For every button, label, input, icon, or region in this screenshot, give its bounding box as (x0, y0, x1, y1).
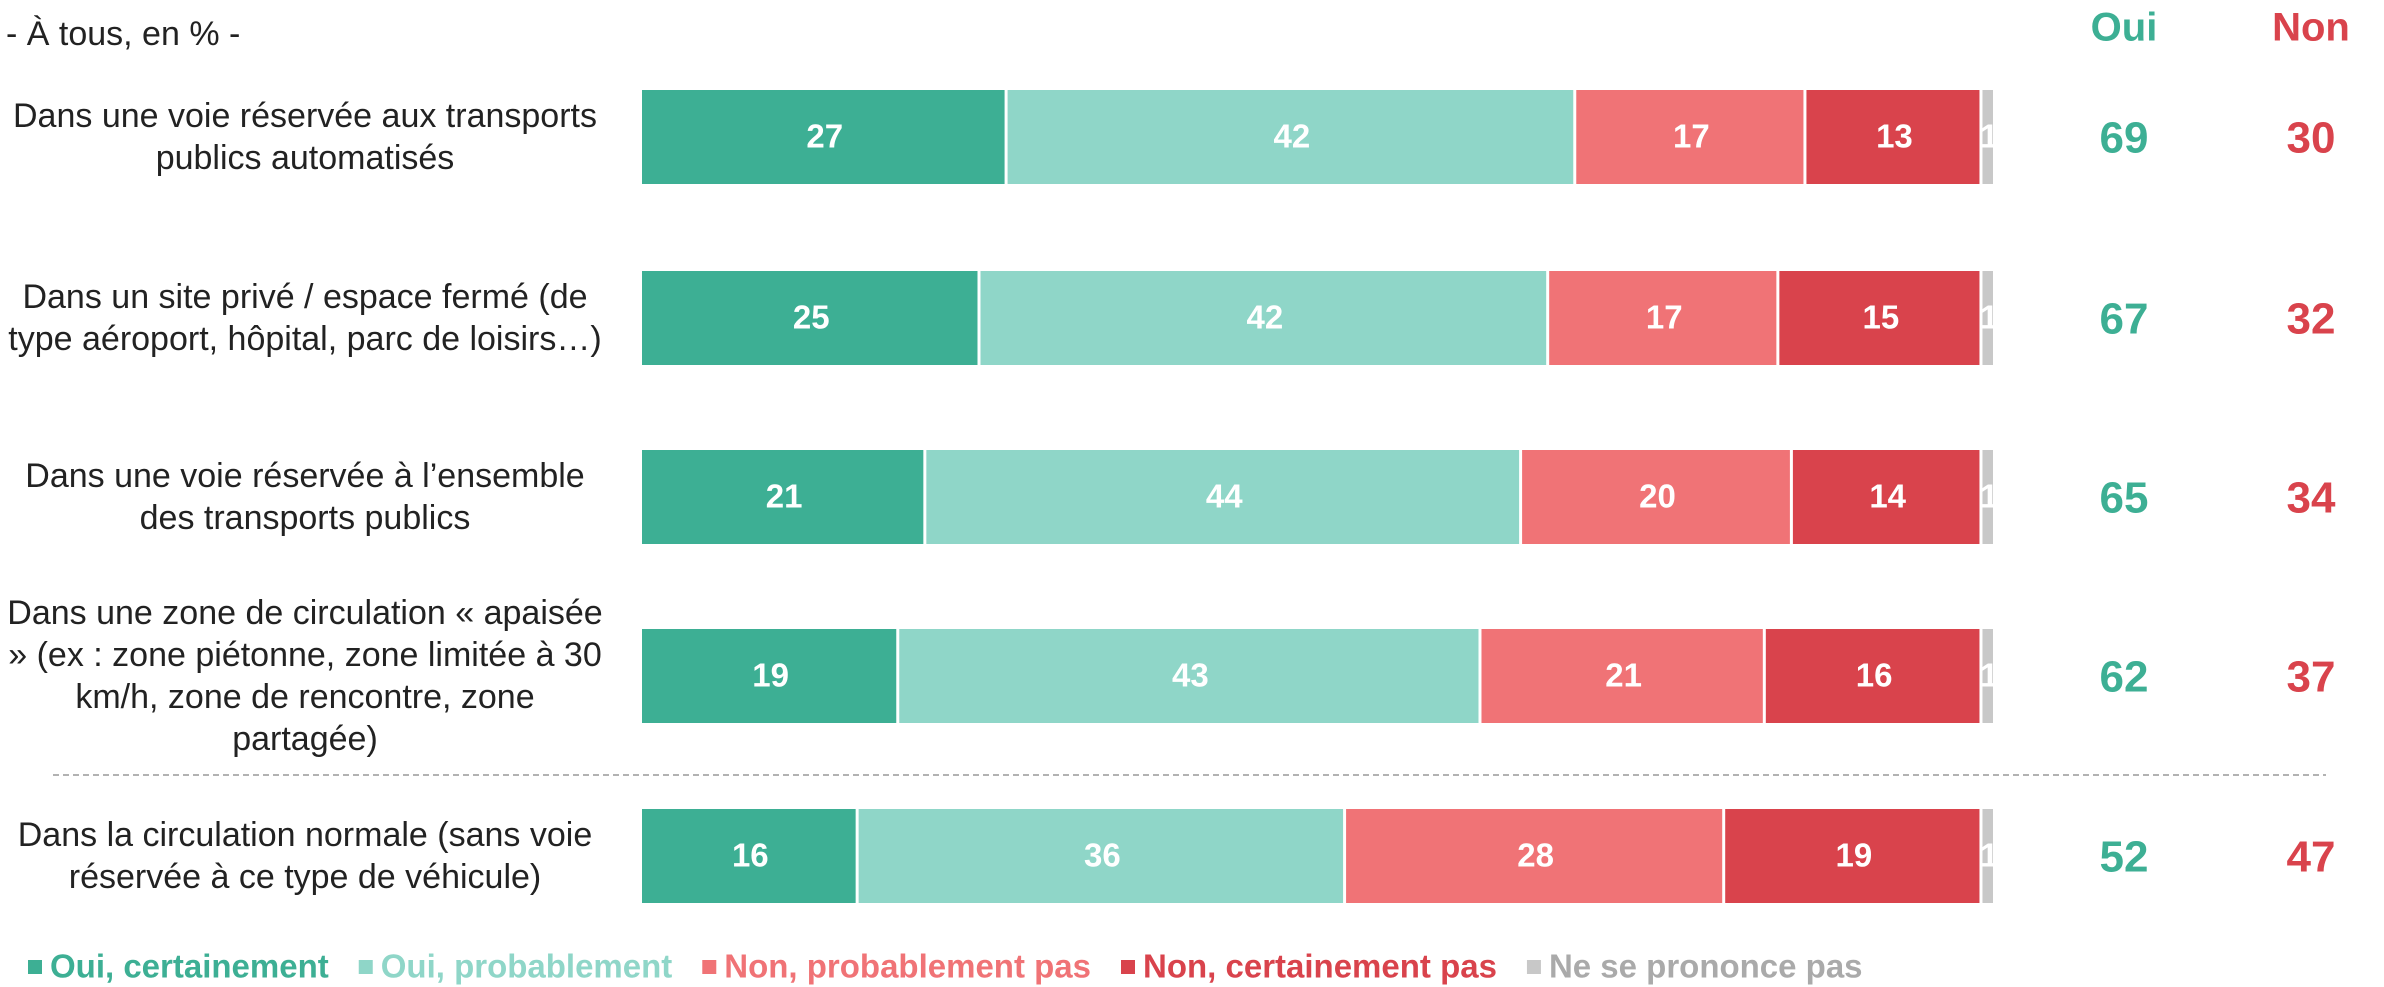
data-label: 17 (1673, 118, 1710, 155)
legend-label: Non, certainement pas (1143, 948, 1497, 985)
data-label: 25 (793, 299, 830, 336)
total-value: 65 (2100, 474, 2149, 523)
total-header: Oui (2091, 6, 2158, 50)
total-value: 34 (2287, 474, 2336, 523)
data-label: 1 (1980, 478, 1998, 515)
data-label: 1 (1980, 299, 1998, 336)
bar-segment (1725, 809, 1980, 903)
bar-segment (980, 271, 1547, 365)
bar-segment (1522, 450, 1790, 544)
bar-segment (858, 809, 1344, 903)
bar-segment (926, 450, 1520, 544)
category-label: Dans une voie réservée à l’ensemble des … (25, 457, 585, 537)
data-label: 27 (806, 118, 843, 155)
bar-segment (1982, 809, 1993, 903)
total-value: 47 (2287, 833, 2336, 882)
data-label: 42 (1274, 118, 1311, 155)
data-label: 15 (1863, 299, 1900, 336)
data-label: 14 (1869, 478, 1906, 515)
bar-segment (1346, 809, 1723, 903)
data-label: 36 (1084, 837, 1121, 874)
legend-label: Oui, probablement (381, 948, 673, 985)
bar-segment (1549, 271, 1777, 365)
data-label: 16 (732, 837, 769, 874)
data-label: 19 (752, 657, 789, 694)
data-label: 21 (1605, 657, 1642, 694)
category-label: Dans une zone de circulation « apaisée »… (7, 594, 603, 758)
bar-segment (642, 809, 856, 903)
category-label: Dans une voie réservée aux transports pu… (13, 97, 597, 177)
subtitle: - À tous, en % - (6, 15, 240, 53)
legend-swatch (1121, 960, 1135, 974)
data-label: 43 (1172, 657, 1209, 694)
bar-segment (642, 90, 1005, 184)
bar-segment (1007, 90, 1574, 184)
bar-segment (1982, 629, 1993, 723)
bars: 27 42 17 13 1 25 42 17 15 1 21 44 20 14 1 19 43 21 16 1 16 36… (642, 90, 1998, 903)
total-value: 52 (2100, 833, 2149, 882)
bar-segment (1982, 450, 1993, 544)
bar-segment (1779, 271, 1980, 365)
bar-segment (899, 629, 1479, 723)
bar-segment (642, 450, 924, 544)
data-label: 1 (1980, 837, 1998, 874)
bar-segment (1982, 271, 1993, 365)
total-value: 32 (2287, 295, 2336, 344)
data-label: 1 (1980, 118, 1998, 155)
total-value: 37 (2287, 653, 2336, 702)
total-value: 62 (2100, 653, 2149, 702)
data-label: 44 (1206, 478, 1243, 515)
data-label: 21 (766, 478, 803, 515)
data-label: 13 (1876, 118, 1913, 155)
legend-swatch (702, 960, 717, 974)
bar-segment (1576, 90, 1804, 184)
category-label: Dans un site privé / espace fermé (de ty… (8, 278, 602, 358)
legend-swatch (28, 960, 42, 974)
category-label: Dans la circulation normale (sans voie r… (17, 816, 593, 896)
bar-segment (1481, 629, 1763, 723)
data-label: 16 (1856, 657, 1893, 694)
data-label: 1 (1980, 657, 1998, 694)
bar-segment (1792, 450, 1980, 544)
legend-label: Oui, certainement (50, 948, 329, 985)
legend-label: Ne se prononce pas (1549, 948, 1863, 985)
legend-label: Non, probablement pas (724, 948, 1091, 985)
data-label: 20 (1639, 478, 1676, 515)
data-label: 19 (1835, 837, 1872, 874)
total-value: 67 (2100, 295, 2149, 344)
bar-segment (1982, 90, 1993, 184)
data-label: 17 (1646, 299, 1683, 336)
bar-segment (1765, 629, 1980, 723)
data-label: 42 (1246, 299, 1283, 336)
total-value: 69 (2100, 114, 2149, 163)
legend-swatch (358, 960, 373, 974)
bar-segment (642, 271, 978, 365)
total-header: Non (2272, 6, 2350, 50)
legend-swatch (1526, 960, 1541, 974)
data-label: 28 (1517, 837, 1554, 874)
bar-segment (1806, 90, 1980, 184)
total-value: 30 (2287, 114, 2336, 163)
bar-segment (642, 629, 897, 723)
